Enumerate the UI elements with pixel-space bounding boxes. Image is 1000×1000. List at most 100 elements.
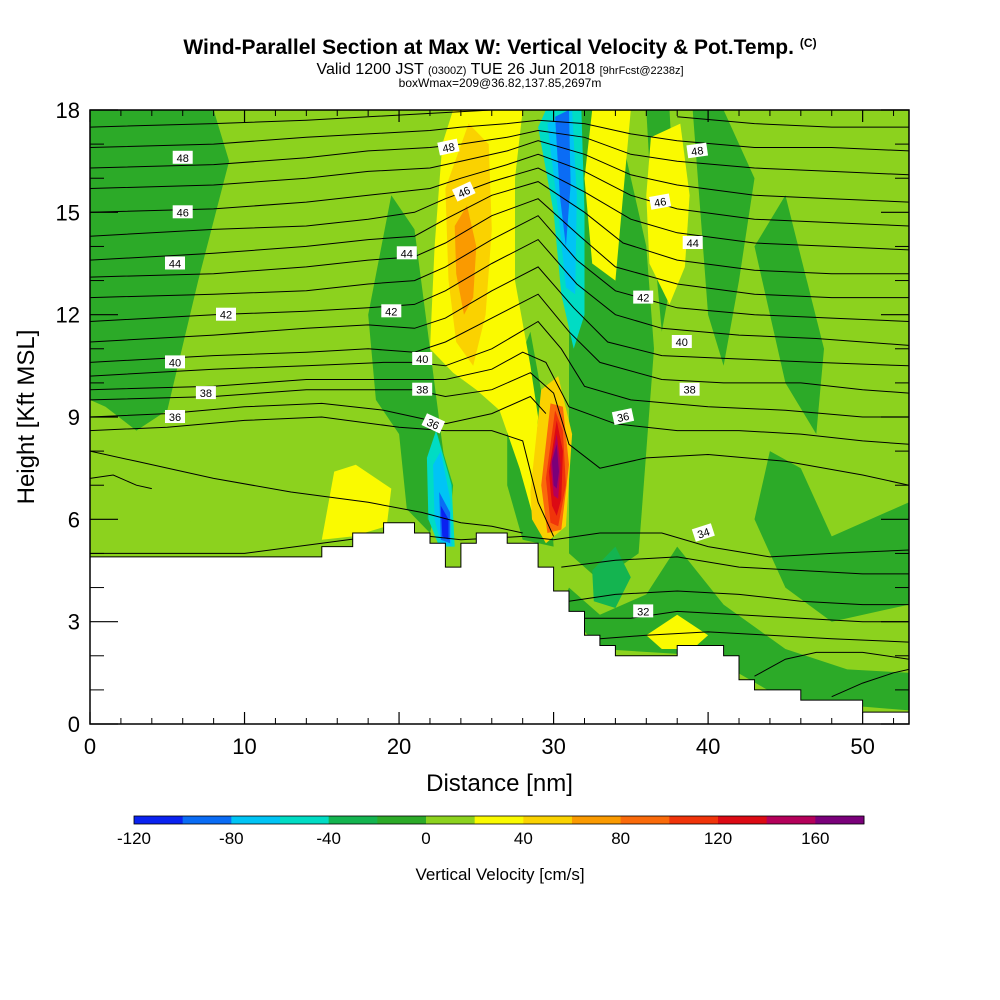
colorbar-swatch	[572, 816, 622, 824]
isentrope-label-box	[679, 382, 700, 396]
chart-title-text: Wind-Parallel Section at Max W: Vertical…	[183, 36, 794, 59]
isentrope-line	[90, 395, 547, 425]
velocity-region	[754, 195, 824, 435]
isentrope-line	[90, 119, 909, 152]
isentrope-label: 44	[682, 236, 703, 250]
isentrope-label-text: 46	[653, 196, 667, 210]
isentrope-label-text: 40	[169, 357, 181, 369]
colorbar-swatch	[231, 816, 281, 824]
isentrope-label-box	[165, 355, 185, 369]
isentrope-line	[599, 631, 909, 643]
isentrope-label-text: 46	[177, 207, 189, 219]
box-info: boxWmax=209@36.82,137.85,2697m	[398, 76, 602, 90]
isentrope-label: 36	[421, 413, 446, 434]
y-tick-label: 3	[68, 610, 80, 635]
isentrope-line	[754, 651, 909, 677]
isentrope-label-text: 42	[385, 306, 397, 318]
velocity-region	[454, 205, 477, 315]
isentrope-line	[90, 110, 492, 128]
x-tick-label: 40	[696, 734, 720, 759]
colorbar-frame	[133, 815, 865, 825]
y-tick-label: 18	[56, 98, 80, 123]
velocity-region	[584, 110, 631, 281]
isentrope-label-box	[633, 604, 654, 618]
forecast-info: [9hrFcst@2238z]	[599, 65, 684, 77]
isentrope-label-box	[649, 193, 672, 210]
isentrope-label: 44	[165, 256, 185, 271]
isentrope-label-text: 48	[177, 153, 189, 165]
isentrope-line	[90, 293, 909, 394]
colorbar-label: 160	[801, 829, 829, 848]
isentrope-line	[553, 532, 909, 558]
isentrope-label-text: 36	[616, 411, 630, 425]
isentrope-label-text: 42	[637, 293, 649, 305]
isentrope-label-text: 36	[425, 417, 441, 433]
isentrope-line	[90, 181, 909, 275]
isentrope-label: 40	[671, 335, 692, 349]
x-axis-title: Distance [nm]	[426, 770, 573, 797]
colorbar-swatch	[718, 816, 768, 824]
isentrope-label: 40	[412, 352, 433, 366]
y-tick-label: 6	[68, 507, 80, 532]
colorbar-label: 120	[704, 829, 732, 848]
velocity-region	[692, 110, 755, 366]
colorbar-swatch	[620, 816, 670, 824]
velocity-region	[646, 123, 690, 305]
isentrope-label-box	[437, 138, 460, 156]
isentrope-label: 42	[633, 290, 654, 305]
colorbar-swatch	[182, 816, 232, 824]
isentrope-line	[90, 372, 909, 486]
colorbar-swatch	[523, 816, 573, 824]
plot-area: 48 46 44 42 40 38 36 48 46 44 42 40 38 36 48 46 44 42 40 38…	[90, 110, 909, 724]
isentrope-label-text: 44	[401, 248, 413, 260]
isentrope-label-box	[691, 523, 715, 542]
isentrope-label-box	[412, 352, 433, 365]
isentrope-label-text: 48	[441, 141, 455, 155]
isentrope-line	[90, 215, 909, 322]
velocity-region	[321, 464, 392, 540]
isentrope-label: 44	[396, 246, 417, 260]
copyright-mark: (C)	[799, 36, 817, 50]
isentrope-label-box	[216, 307, 236, 321]
isentrope-label-box	[165, 256, 185, 270]
isentrope-label: 42	[216, 307, 236, 322]
colorbar-swatch	[766, 816, 816, 824]
isentrope-label-text: 36	[169, 412, 181, 424]
isentrope-line	[90, 351, 909, 445]
colorbar-label: 80	[611, 829, 630, 848]
isentrope-label-text: 38	[200, 388, 212, 400]
isentrope-label-text: 40	[676, 337, 688, 349]
isentrope-line	[561, 556, 909, 575]
isentrope-label-box	[195, 386, 216, 400]
isentrope-label-box	[686, 142, 709, 159]
colorbar-swatch	[328, 816, 378, 824]
valid-time-line: Valid 1200 JST (0300Z) TUE 26 Jun 2018 […	[0, 61, 1000, 79]
isentrope-line	[677, 116, 909, 128]
isentrope-label-box	[451, 181, 476, 202]
isentrope-line	[568, 590, 909, 606]
x-tick-label: 30	[541, 734, 565, 759]
colorbar-label: 0	[421, 829, 430, 848]
isentrope-label-box	[381, 304, 402, 318]
colorbar-swatch	[474, 816, 524, 824]
x-tick-label: 0	[84, 734, 96, 759]
isentrope-label-text: 32	[637, 606, 649, 618]
colorbar-label: -80	[219, 829, 244, 848]
isentrope-label-text: 42	[220, 310, 232, 322]
isentrope-label: 36	[165, 410, 185, 424]
x-tick-label: 10	[232, 734, 256, 759]
isentrope-label-box	[682, 236, 703, 249]
y-tick-label: 9	[68, 405, 80, 430]
isentrope-label: 46	[172, 205, 193, 219]
isentrope-line	[90, 129, 909, 176]
colorbar-swatch	[134, 816, 184, 824]
isentrope-label: 40	[165, 355, 185, 369]
isentrope-label-box	[172, 150, 193, 164]
isentrope-label: 46	[451, 181, 476, 202]
velocity-region	[561, 546, 909, 711]
isentrope-label-box	[633, 290, 654, 304]
terrain	[90, 522, 909, 724]
isentrope-line	[90, 266, 909, 367]
